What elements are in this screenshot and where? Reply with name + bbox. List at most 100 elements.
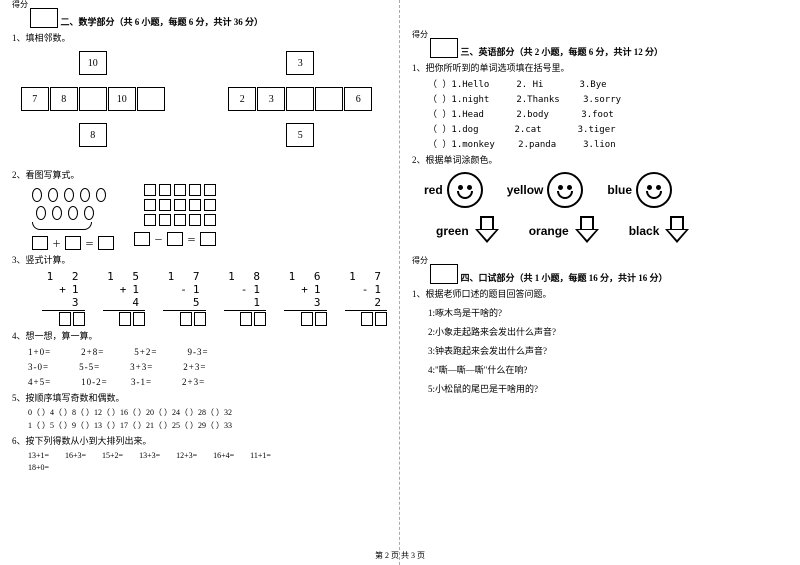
q6-row: 13+1= 16+3= 15+2= 13+3= 12+3= 16+4= 11+1…: [28, 450, 387, 461]
equation-minus: －＝: [134, 232, 216, 246]
eq-sign: ＝: [187, 233, 196, 246]
ans-box: [240, 312, 252, 326]
q1-label: 1、填相邻数。: [12, 31, 387, 44]
oral-q1: 1、根据老师口述的题目回答问题。: [412, 287, 788, 300]
eng-row: （ ）1.Head 2.body 3.foot: [428, 107, 788, 120]
face-group: blue: [607, 172, 672, 208]
smiley-icon: [447, 172, 483, 208]
score-label: 得分: [12, 0, 28, 9]
color-label: red: [424, 183, 443, 197]
calc-a: 1 6: [284, 270, 327, 283]
blank-box: [98, 236, 114, 250]
oral-list: 1:啄木鸟是干啥的? 2:小象走起路来会发出什么声音? 3:钟表跑起来会发出什么…: [428, 306, 788, 395]
score-label: 得分: [412, 256, 428, 265]
color-label: blue: [607, 183, 632, 197]
seq-row: 1（ ）5（ ）9（ ）13（ ）17（ ）21（ ）25（ ）29（ ）33: [28, 420, 387, 431]
cell-bot: 8: [79, 123, 107, 147]
oval: [32, 188, 42, 202]
sq: [144, 199, 156, 211]
q6-tail: 18+0=: [28, 463, 387, 472]
face-group: yellow: [507, 172, 584, 208]
brace: [32, 222, 92, 230]
color-label: yellow: [507, 183, 544, 197]
ans-box: [375, 312, 387, 326]
blank-box: [134, 232, 150, 246]
cell-r2: 6: [344, 87, 372, 111]
arrow-down-icon: [665, 216, 689, 246]
cell-r: [315, 87, 343, 111]
cell-top: 10: [79, 51, 107, 75]
calc-b: -1 2: [345, 283, 388, 309]
calc-a: 1 5: [103, 270, 146, 283]
calc-b: +1 3: [42, 283, 85, 309]
sq: [204, 214, 216, 226]
score-box: [430, 38, 458, 58]
calc-a: 1 7: [163, 270, 206, 283]
arrow-group: black: [629, 216, 690, 246]
ans-box: [254, 312, 266, 326]
q2-figures: ＋＝ －＝: [12, 184, 387, 250]
arrow-down-icon: [475, 216, 499, 246]
eng-q2: 2、根据单词涂颜色。: [412, 153, 788, 166]
equation-plus: ＋＝: [32, 236, 114, 250]
oral-item: 2:小象走起路来会发出什么声音?: [428, 325, 788, 338]
eng-row: （ ）1.night 2.Thanks 3.sorry: [428, 92, 788, 105]
section-2-title: 二、数学部分（共 6 小题，每题 6 分，共计 36 分）: [61, 17, 264, 27]
sq: [144, 214, 156, 226]
oval: [80, 188, 90, 202]
sq: [144, 184, 156, 196]
smiley-icon: [547, 172, 583, 208]
blank-box: [167, 232, 183, 246]
color-label: green: [436, 224, 469, 238]
oval: [36, 206, 46, 220]
sq: [189, 214, 201, 226]
face-group: red: [424, 172, 483, 208]
sq: [189, 184, 201, 196]
oval: [52, 206, 62, 220]
arith-row: 1+0= 2+8= 5+2= 9-3=: [28, 345, 387, 358]
calc-item: 1 7-1 5: [163, 270, 206, 326]
ans-box: [59, 312, 71, 326]
oval: [68, 206, 78, 220]
cell-l2: 3: [257, 87, 285, 111]
oval: [48, 188, 58, 202]
arrow-group: orange: [529, 216, 599, 246]
eq-sign: ＝: [85, 237, 94, 250]
page-footer: 第 2 页 共 3 页: [0, 550, 800, 561]
calc-item: 1 5+1 4: [103, 270, 146, 326]
eng-row: （ ）1.dog 2.cat 3.tiger: [428, 122, 788, 135]
blank-box: [65, 236, 81, 250]
oral-item: 5:小松鼠的尾巴是干啥用的?: [428, 382, 788, 395]
arrow-down-icon: [575, 216, 599, 246]
calc-item: 1 6+1 3: [284, 270, 327, 326]
plus-sign: ＋: [52, 237, 61, 250]
ans-box: [301, 312, 313, 326]
q4-label: 4、想一想，算一算。: [12, 329, 387, 342]
smiley-icon: [636, 172, 672, 208]
section-4-title: 四、口试部分（共 1 小题，每题 16 分，共计 16 分）: [461, 273, 668, 283]
blank-box: [200, 232, 216, 246]
ans-box: [73, 312, 85, 326]
sq: [204, 184, 216, 196]
oval: [64, 188, 74, 202]
sq: [174, 199, 186, 211]
cross-figures: 10 7 8 10 8 3 2 3 6 5: [12, 47, 387, 165]
q6-label: 6、按下列得数从小到大排列出来。: [12, 434, 387, 447]
ans-box: [133, 312, 145, 326]
calc-item: 1 7-1 2: [345, 270, 388, 326]
sq: [174, 184, 186, 196]
oral-item: 1:啄木鸟是干啥的?: [428, 306, 788, 319]
score-box: [430, 264, 458, 284]
cell-l2: 8: [50, 87, 78, 111]
eng-row: （ ）1.monkey 2.panda 3.lion: [428, 137, 788, 150]
cell-bot: 5: [286, 123, 314, 147]
sq: [159, 199, 171, 211]
cell-r: 10: [108, 87, 136, 111]
oval: [84, 206, 94, 220]
calc-item: 1 2+1 3: [42, 270, 85, 326]
left-column: 得分 二、数学部分（共 6 小题，每题 6 分，共计 36 分） 1、填相邻数。…: [0, 0, 400, 565]
calc-a: 1 2: [42, 270, 85, 283]
ans-box: [361, 312, 373, 326]
ans-box: [180, 312, 192, 326]
oral-item: 3:钟表跑起来会发出什么声音?: [428, 344, 788, 357]
